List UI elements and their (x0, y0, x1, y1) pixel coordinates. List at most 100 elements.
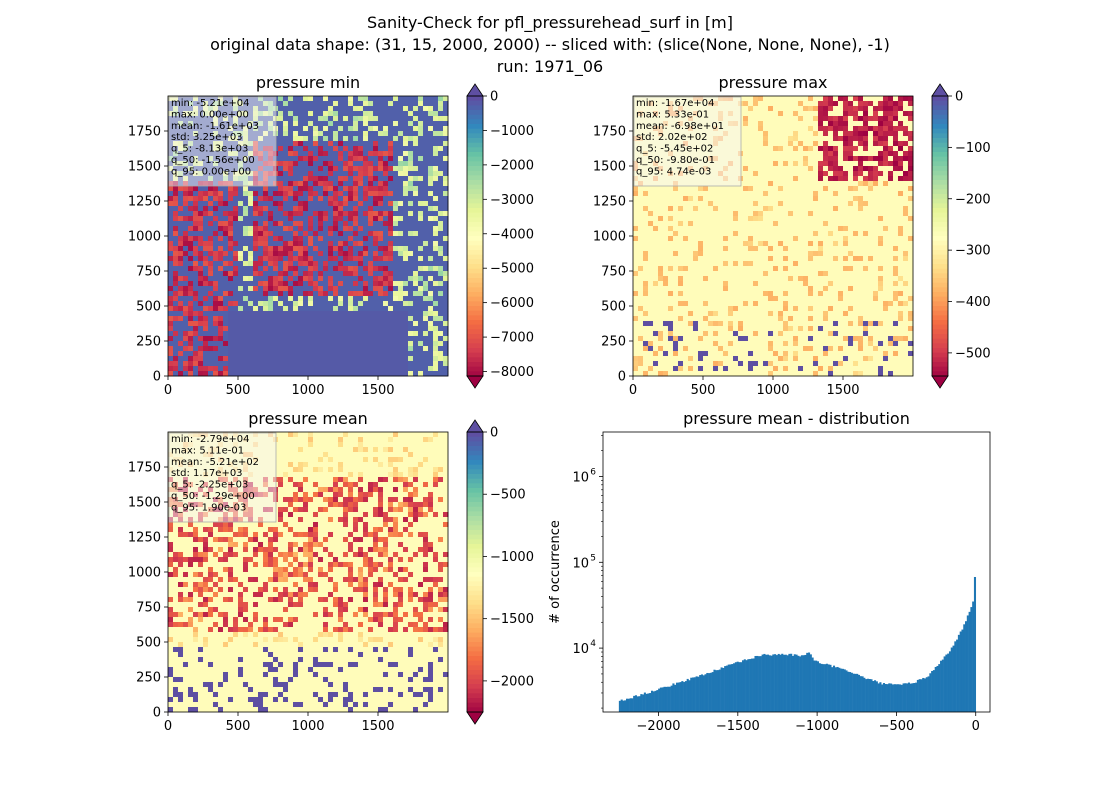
colorbar-segment (467, 208, 483, 214)
heatmap-cell (268, 196, 274, 202)
heatmap-cell (408, 216, 414, 222)
heatmap-cell (418, 291, 424, 297)
heatmap-cell (838, 241, 844, 247)
heatmap-cell (258, 366, 264, 372)
heatmap-cell (658, 241, 664, 247)
heatmap-cell (308, 146, 314, 152)
heatmap-cell (878, 166, 884, 172)
heatmap-cell (773, 196, 779, 202)
heatmap-cell (873, 156, 879, 162)
heatmap-cell (358, 311, 364, 317)
heatmap-cell (313, 311, 319, 317)
heatmap-cell (363, 371, 369, 377)
heatmap-cell (848, 111, 854, 117)
heatmap-cell (843, 211, 849, 217)
heatmap-cell (393, 316, 399, 322)
heatmap-cell (393, 171, 399, 177)
heatmap-cell (703, 241, 709, 247)
heatmap-cell (218, 201, 224, 207)
heatmap-cell (773, 206, 779, 212)
heatmap-cell (288, 301, 294, 307)
heatmap-cell (193, 301, 199, 307)
heatmap-cell (743, 206, 749, 212)
heatmap-cell (763, 96, 769, 102)
heatmap-cell (338, 171, 344, 177)
heatmap-cell (673, 241, 679, 247)
heatmap-cell (678, 246, 684, 252)
heatmap-cell (763, 116, 769, 122)
heatmap-cell (288, 131, 294, 137)
heatmap-cell (303, 151, 309, 157)
heatmap-cell (888, 146, 894, 152)
heatmap-cell (383, 216, 389, 222)
heatmap-cell (388, 121, 394, 127)
heatmap-cell (768, 186, 774, 192)
heatmap-cell (843, 176, 849, 182)
heatmap-cell (348, 151, 354, 157)
heatmap-cell (873, 131, 879, 137)
heatmap-cell (188, 306, 194, 312)
heatmap-cell (848, 186, 854, 192)
heatmap-cell (358, 371, 364, 377)
heatmap-cell (653, 206, 659, 212)
heatmap-cell (398, 331, 404, 337)
heatmap-cell (398, 191, 404, 197)
heatmap-cell (423, 271, 429, 277)
heatmap-cell (418, 171, 424, 177)
heatmap-cell (298, 206, 304, 212)
heatmap-cell (213, 286, 219, 292)
heatmap-cell (173, 356, 179, 362)
heatmap-cell (368, 171, 374, 177)
heatmap-cell (188, 336, 194, 342)
heatmap-cell (858, 196, 864, 202)
heatmap-cell (243, 341, 249, 347)
heatmap-cell (398, 106, 404, 112)
heatmap-cell (858, 166, 864, 172)
heatmap-cell (293, 271, 299, 277)
heatmap-cell (183, 351, 189, 357)
heatmap-cell (173, 206, 179, 212)
heatmap-cell (168, 311, 174, 317)
x-tick-label: 500 (226, 383, 251, 398)
heatmap-cell (353, 111, 359, 117)
heatmap-cell (193, 211, 199, 217)
heatmap-cell (243, 271, 249, 277)
heatmap-cell (303, 156, 309, 162)
heatmap-cell (243, 256, 249, 262)
heatmap-cell (833, 171, 839, 177)
heatmap-cell (358, 241, 364, 247)
heatmap-cell (353, 221, 359, 227)
heatmap-cell (273, 256, 279, 262)
heatmap-cell (833, 121, 839, 127)
heatmap-cell (288, 216, 294, 222)
heatmap-cell (313, 306, 319, 312)
heatmap-cell (838, 161, 844, 167)
heatmap-cell (283, 346, 289, 352)
heatmap-cell (298, 316, 304, 322)
heatmap-cell (168, 231, 174, 237)
heatmap-cell (708, 206, 714, 212)
heatmap-cell (198, 231, 204, 237)
heatmap-cell (323, 266, 329, 272)
heatmap-cell (718, 186, 724, 192)
heatmap-cell (653, 246, 659, 252)
heatmap-cell (738, 216, 744, 222)
heatmap-cell (888, 151, 894, 157)
heatmap-cell (808, 216, 814, 222)
heatmap-cell (908, 211, 914, 217)
heatmap-cell (393, 321, 399, 327)
heatmap-cell (853, 171, 859, 177)
heatmap-cell (278, 361, 284, 367)
heatmap-cell (223, 301, 229, 307)
heatmap-cell (413, 116, 419, 122)
heatmap-cell (693, 206, 699, 212)
heatmap-cell (173, 331, 179, 337)
heatmap-cell (718, 226, 724, 232)
heatmap-cell (278, 141, 284, 147)
heatmap-cell (348, 131, 354, 137)
heatmap-cell (343, 111, 349, 117)
heatmap-cell (288, 371, 294, 377)
heatmap-cell (168, 236, 174, 242)
heatmap-cell (358, 366, 364, 372)
heatmap-cell (233, 251, 239, 257)
